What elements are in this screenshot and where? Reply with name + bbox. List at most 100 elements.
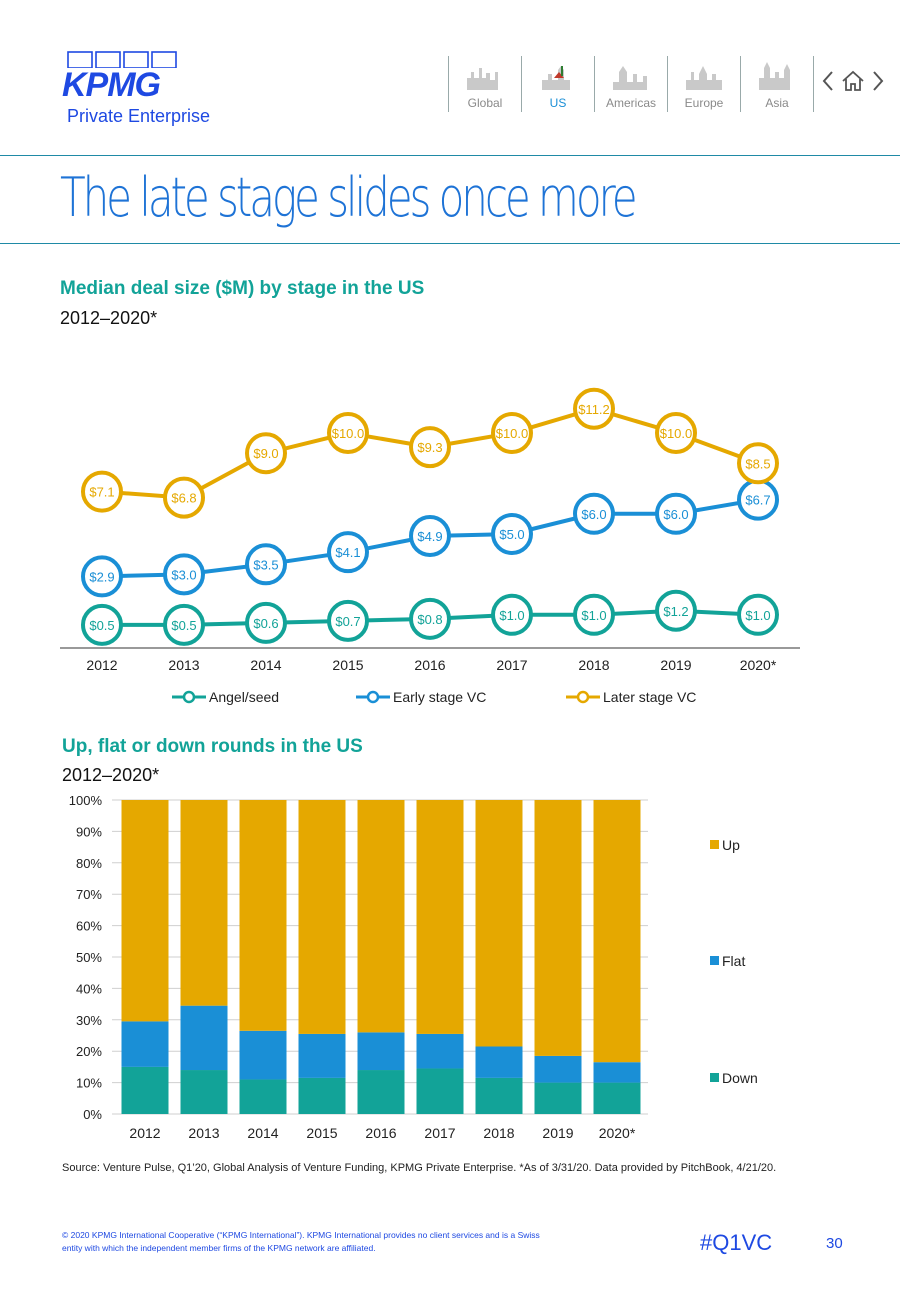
legend-item: Flat [710, 953, 745, 969]
data-label: $0.5 [171, 618, 196, 633]
x-tick-label: 2018 [578, 657, 609, 673]
nav-global-label: Global [467, 96, 503, 110]
legend-label: Early stage VC [393, 689, 486, 705]
data-point-marker [655, 492, 697, 535]
nav-global[interactable]: Global [448, 56, 521, 112]
data-label: $3.5 [253, 557, 278, 572]
data-point-marker [573, 593, 615, 636]
header-rule [0, 155, 900, 156]
nav-europe-label: Europe [684, 96, 724, 110]
data-label: $4.1 [335, 545, 360, 560]
global-skyline-icon [467, 68, 498, 90]
legend-item: Up [710, 837, 740, 853]
bar-segment-down [534, 1082, 582, 1114]
nav-asia-label: Asia [765, 96, 789, 110]
x-tick-label: 2015 [306, 1125, 337, 1141]
legend-swatch [710, 840, 719, 849]
data-point-marker [491, 412, 533, 454]
data-label: $6.0 [663, 507, 688, 522]
data-label: $1.2 [663, 604, 688, 619]
bar-segment-down [475, 1077, 523, 1114]
legend-label: Down [722, 1070, 758, 1086]
bar-segment-flat [357, 1032, 405, 1071]
data-point-marker [737, 593, 779, 636]
rounds-stacked-bar-chart: 0% 10% 20% 30% 40% 50% 60% 70% 80% 90% 100% 2012 201… [69, 793, 758, 1141]
data-point-marker [81, 555, 123, 598]
data-label: $6.7 [745, 493, 770, 508]
y-tick-label: 40% [76, 981, 102, 996]
bar-segment-up [121, 800, 169, 1022]
bar-segment-up [475, 800, 523, 1047]
x-tick-label: 2013 [168, 657, 199, 673]
chevron-left-icon[interactable] [820, 69, 836, 98]
nav-us-label: US [549, 96, 567, 110]
data-label: $11.2 [578, 402, 610, 417]
nav-europe[interactable]: Europe [667, 56, 740, 112]
legend-item: Later stage VC [566, 689, 696, 705]
y-tick-label: 20% [76, 1044, 102, 1059]
y-tick-label: 80% [76, 856, 102, 871]
data-label: $0.5 [89, 618, 114, 633]
x-tick-label: 2017 [424, 1125, 455, 1141]
legend-marker [576, 690, 590, 704]
data-point-marker [327, 412, 369, 454]
nav-americas-label: Americas [605, 96, 656, 110]
europe-skyline-icon [686, 66, 722, 90]
data-label: $4.9 [417, 529, 442, 544]
chart1-subtitle: 2012–2020* [60, 308, 158, 328]
data-point-marker [573, 492, 615, 535]
data-label: $8.5 [745, 456, 770, 471]
data-point-marker [245, 432, 287, 475]
bar-segment-down [180, 1070, 228, 1114]
bar-segment-down [593, 1082, 641, 1114]
data-point-marker [409, 515, 451, 558]
nav-us[interactable]: US [521, 56, 594, 112]
y-tick-label: 50% [76, 950, 102, 965]
x-tick-label: 2012 [86, 657, 117, 673]
bar-segment-up [416, 800, 464, 1034]
bar-segment-up [239, 800, 287, 1031]
deal-size-line-chart: 2012 2013 2014 2015 2016 2017 2018 2019 2020* $0.… [60, 387, 800, 705]
bar-segment-down [298, 1077, 346, 1114]
data-label: $1.0 [745, 608, 770, 623]
data-point-marker [491, 593, 533, 636]
x-tick-label: 2012 [129, 1125, 160, 1141]
data-label: $1.0 [581, 608, 606, 623]
title-rule [0, 243, 900, 244]
x-tick-label: 2013 [188, 1125, 219, 1141]
data-point-marker [327, 531, 369, 574]
data-label: $7.1 [89, 485, 114, 500]
x-tick-label: 2014 [247, 1125, 278, 1141]
data-label: $10.0 [332, 426, 365, 441]
data-label: $10.0 [496, 426, 529, 441]
legend-label: Angel/seed [209, 689, 279, 705]
y-tick-label: 100% [69, 793, 103, 808]
legend-label: Later stage VC [603, 689, 696, 705]
y-tick-label: 0% [83, 1107, 102, 1122]
home-icon[interactable] [840, 69, 866, 98]
x-tick-label: 2019 [542, 1125, 573, 1141]
nav-asia[interactable]: Asia [740, 56, 814, 112]
bar-segment-flat [593, 1062, 641, 1083]
nav-americas[interactable]: Americas [594, 56, 667, 112]
data-point-marker [655, 589, 697, 632]
chart1-title: Median deal size ($M) by stage in the US [60, 278, 425, 299]
data-point-marker [409, 426, 451, 469]
x-tick-label: 2020* [599, 1125, 636, 1141]
chart2-subtitle: 2012–2020* [62, 765, 160, 785]
y-tick-label: 70% [76, 887, 102, 902]
chevron-right-icon[interactable] [870, 69, 886, 98]
x-tick-label: 2016 [365, 1125, 396, 1141]
x-tick-label: 2015 [332, 657, 363, 673]
data-point-marker [163, 603, 205, 646]
data-label: $6.0 [581, 507, 606, 522]
legend-swatch [710, 1073, 719, 1082]
data-label: $10.0 [660, 426, 693, 441]
data-label: $0.7 [335, 614, 360, 629]
chart2-title: Up, flat or down rounds in the US [62, 736, 363, 757]
y-tick-label: 30% [76, 1013, 102, 1028]
legend-item: Angel/seed [172, 689, 279, 705]
data-label: $9.3 [417, 440, 442, 455]
logo-boxes-icon [67, 51, 177, 68]
page-title: The late stage slides once more [60, 166, 638, 229]
